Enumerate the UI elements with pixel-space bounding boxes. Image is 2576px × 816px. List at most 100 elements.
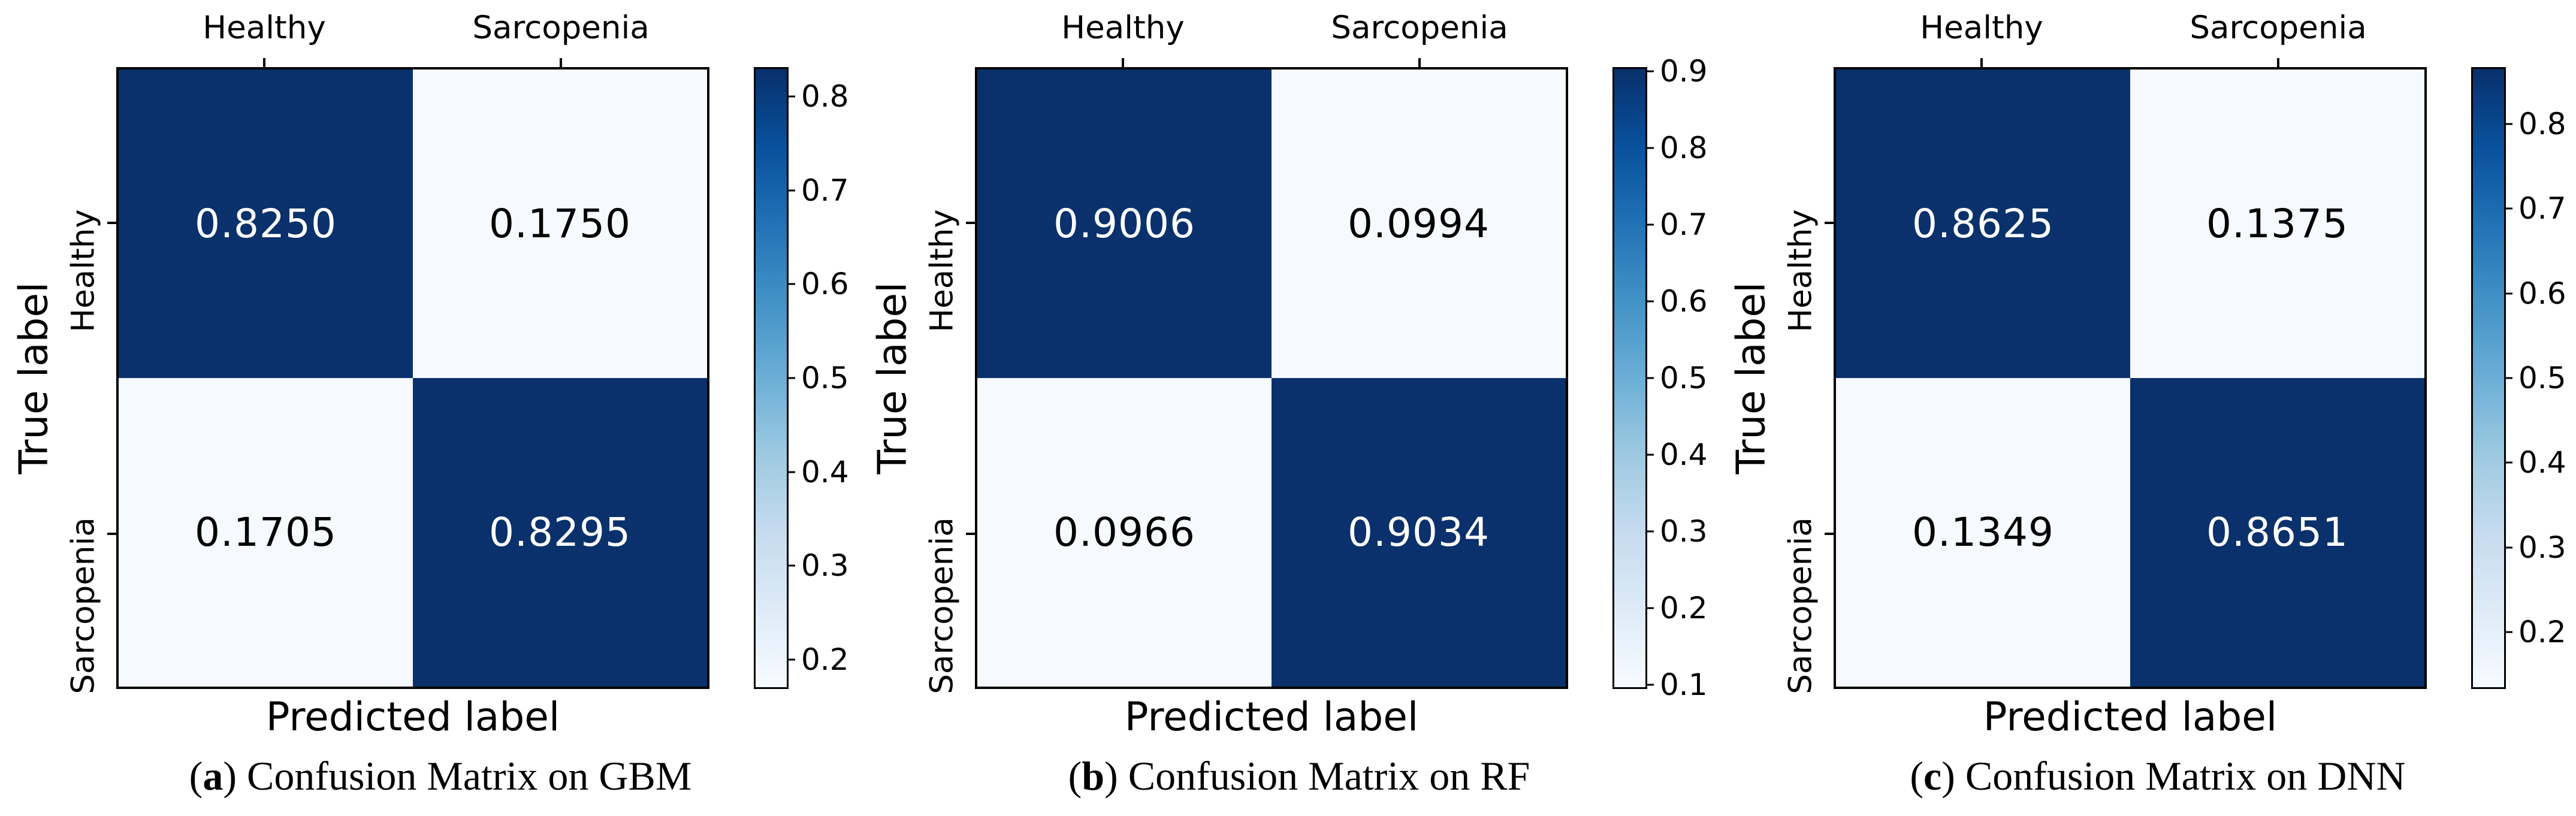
x-tick-label-healthy: Healthy — [1061, 10, 1185, 46]
panel-confusion-matrix-rf: Healthy Sarcopenia True label Healthy Sa… — [859, 0, 1717, 816]
colorbar-tick-mark — [787, 377, 795, 379]
y-tick-mark — [1825, 533, 1834, 535]
caption-letter: c — [1923, 753, 1942, 799]
colorbar-tick-label: 0.1 — [1660, 667, 1708, 702]
matrix-cell-healthy-sarcopenia: 0.0994 — [1272, 69, 1566, 378]
colorbar-tick-label: 0.8 — [1660, 131, 1708, 166]
colorbar-tick-mark — [2504, 461, 2512, 464]
colorbar-tick-mark — [787, 189, 795, 192]
caption-paren-close: ) — [223, 753, 237, 799]
subfigure-caption: (c) Confusion Matrix on DNN — [1910, 752, 2405, 800]
y-tick-label-healthy: Healthy — [923, 209, 961, 333]
colorbar-tick-mark — [1645, 223, 1654, 226]
x-tick-mark — [1980, 58, 1983, 67]
confusion-matrix-heatmap: 0.8625 0.1375 0.1349 0.8651 — [1834, 67, 2427, 689]
colorbar-tick-label: 0.7 — [2518, 191, 2566, 226]
x-tick-label-healthy: Healthy — [203, 10, 326, 46]
caption-paren-open: ( — [189, 753, 203, 799]
colorbar-tick-mark — [2504, 123, 2512, 125]
colorbar-tick-label: 0.7 — [801, 173, 849, 208]
colorbar: 0.2 0.3 0.4 0.5 0.6 0.7 0.8 — [2471, 67, 2566, 689]
matrix-cell-sarcopenia-healthy: 0.0966 — [977, 378, 1272, 687]
colorbar-tick-mark — [1645, 147, 1654, 149]
colorbar-tick-label: 0.4 — [2518, 445, 2566, 480]
x-tick-label-sarcopenia: Sarcopenia — [1331, 10, 1508, 46]
colorbar-tick-mark — [787, 658, 795, 661]
x-axis-label: Predicted label — [265, 694, 560, 740]
colorbar-tick-label: 0.9 — [1660, 54, 1708, 89]
matrix-cell-sarcopenia-sarcopenia: 0.8651 — [2130, 378, 2424, 687]
matrix-cell-sarcopenia-healthy: 0.1349 — [1836, 378, 2130, 687]
colorbar-tick-mark — [1645, 454, 1654, 456]
colorbar-tick-label: 0.3 — [1660, 513, 1708, 549]
caption-text: Confusion Matrix on DNN — [1955, 753, 2406, 799]
colorbar-tick-mark — [1645, 530, 1654, 533]
y-tick-label-sarcopenia: Sarcopenia — [65, 517, 102, 694]
colorbar-tick-mark — [787, 283, 795, 285]
x-tick-mark — [1122, 58, 1124, 67]
colorbar-tick-mark — [2504, 546, 2512, 549]
x-axis-label: Predicted label — [1124, 694, 1419, 740]
colorbar-gradient — [1614, 69, 1645, 687]
colorbar-tick-mark — [2504, 631, 2512, 633]
y-tick-label-sarcopenia: Sarcopenia — [1782, 517, 1819, 694]
colorbar-tick-mark — [787, 95, 795, 98]
colorbar-tick-label: 0.7 — [1660, 207, 1708, 243]
colorbar: 0.2 0.3 0.4 0.5 0.6 0.7 0.8 — [754, 67, 849, 689]
caption-text: Confusion Matrix on RF — [1118, 753, 1530, 799]
colorbar-tick-mark — [787, 564, 795, 567]
matrix-cell-sarcopenia-sarcopenia: 0.9034 — [1272, 378, 1566, 687]
colorbar-ticks: 0.2 0.3 0.4 0.5 0.6 0.7 0.8 — [756, 69, 849, 687]
colorbar-tick-label: 0.4 — [801, 454, 849, 489]
subfigure-caption: (b) Confusion Matrix on RF — [1068, 752, 1530, 800]
colorbar-gradient — [756, 69, 787, 687]
colorbar-tick-label: 0.4 — [1660, 437, 1708, 472]
panel-confusion-matrix-dnn: Healthy Sarcopenia True label Healthy Sa… — [1717, 0, 2576, 816]
colorbar-tick-label: 0.2 — [1660, 590, 1708, 625]
y-tick-label-sarcopenia: Sarcopenia — [923, 517, 961, 694]
colorbar-tick-label: 0.8 — [801, 79, 849, 114]
y-tick-label-healthy: Healthy — [1782, 209, 1819, 333]
colorbar-tick-mark — [2504, 292, 2512, 295]
x-tick-mark — [2277, 58, 2279, 67]
colorbar-tick-mark — [787, 471, 795, 473]
x-tick-label-sarcopenia: Sarcopenia — [2190, 10, 2367, 46]
panel-confusion-matrix-gbm: Healthy Sarcopenia True label Healthy Sa… — [0, 0, 859, 816]
x-tick-mark — [263, 58, 265, 67]
colorbar-tick-mark — [2504, 377, 2512, 379]
matrix-cell-healthy-sarcopenia: 0.1375 — [2130, 69, 2424, 378]
caption-text: Confusion Matrix on GBM — [236, 753, 692, 799]
colorbar-gradient — [2473, 69, 2504, 687]
y-tick-mark — [966, 533, 975, 535]
colorbar-tick-label: 0.2 — [2518, 615, 2566, 649]
y-axis-label: True label — [10, 282, 57, 475]
subfigure-caption: (a) Confusion Matrix on GBM — [189, 752, 692, 800]
colorbar-tick-label: 0.2 — [801, 642, 849, 677]
matrix-cell-healthy-healthy: 0.9006 — [977, 69, 1272, 378]
colorbar: 0.1 0.2 0.3 0.4 0.5 0.6 0.7 0.8 0.9 — [1612, 54, 1708, 702]
colorbar-tick-mark — [1645, 607, 1654, 609]
caption-paren-open: ( — [1068, 753, 1082, 799]
caption-letter: b — [1082, 753, 1105, 799]
x-tick-mark — [560, 58, 562, 67]
colorbar-tick-mark — [1645, 684, 1654, 686]
y-tick-mark — [107, 533, 116, 535]
matrix-cell-healthy-healthy: 0.8250 — [119, 69, 413, 378]
colorbar-tick-mark — [1645, 70, 1654, 72]
colorbar-tick-label: 0.3 — [801, 548, 849, 584]
y-tick-label-healthy: Healthy — [65, 209, 102, 333]
colorbar-tick-mark — [1645, 377, 1654, 379]
y-axis-label: True label — [1728, 282, 1774, 475]
y-tick-mark — [966, 222, 975, 224]
colorbar-ticks: 0.2 0.3 0.4 0.5 0.6 0.7 0.8 — [2473, 69, 2566, 687]
matrix-cell-healthy-healthy: 0.8625 — [1836, 69, 2130, 378]
confusion-matrix-heatmap: 0.8250 0.1750 0.1705 0.8295 — [116, 67, 709, 689]
matrix-cell-sarcopenia-healthy: 0.1705 — [119, 378, 413, 687]
colorbar-tick-mark — [2504, 207, 2512, 210]
colorbar-tick-label: 0.6 — [801, 267, 849, 302]
colorbar-tick-label: 0.5 — [801, 361, 849, 395]
colorbar-ticks: 0.1 0.2 0.3 0.4 0.5 0.6 0.7 0.8 0.9 — [1614, 54, 1708, 702]
x-tick-mark — [1418, 58, 1421, 67]
caption-paren-close: ) — [1104, 753, 1118, 799]
y-tick-mark — [107, 222, 116, 224]
